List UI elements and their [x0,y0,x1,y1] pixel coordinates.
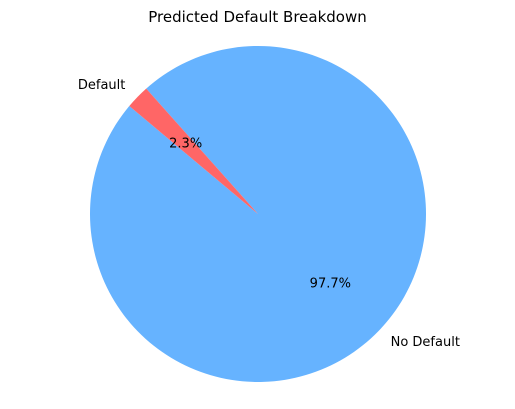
slice-pct-default: 2.3% [169,136,202,151]
pie-slices [90,45,427,383]
chart-title: Predicted Default Breakdown [148,8,366,26]
slice-label-default: Default [78,78,126,93]
pie-slice-no-default [90,45,427,383]
pie-slice-default [129,88,258,214]
slice-label-no-default: No Default [391,335,460,350]
pie-labels: No Default 97.7% Default 2.3% [78,78,460,350]
slice-pct-no-default: 97.7% [310,277,351,292]
